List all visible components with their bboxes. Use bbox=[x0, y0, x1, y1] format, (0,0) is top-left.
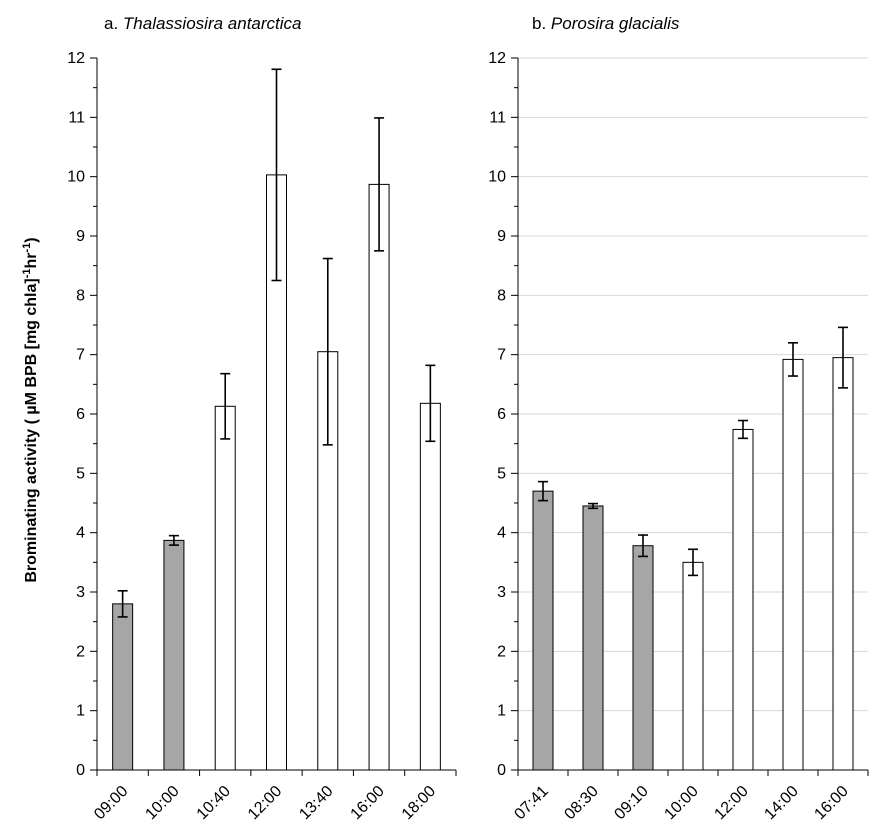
bar-a-2 bbox=[214, 405, 236, 771]
bar-b-1 bbox=[582, 505, 604, 771]
bar-b-5 bbox=[782, 358, 804, 771]
error-bar-a-1 bbox=[168, 534, 179, 546]
error-bar-b-2 bbox=[638, 534, 648, 558]
bar-a-6 bbox=[419, 402, 441, 771]
error-bar-a-5 bbox=[374, 117, 385, 252]
bar-a-1 bbox=[163, 539, 185, 771]
y-tick-label: 8 bbox=[76, 287, 85, 304]
y-tick-label: 1 bbox=[497, 703, 506, 720]
panel-a: a. Thalassiosira antarctica 012345678910… bbox=[67, 14, 457, 823]
y-tick-label: 7 bbox=[497, 347, 506, 364]
bar-b-3 bbox=[682, 561, 704, 771]
y-tick-label: 12 bbox=[67, 50, 85, 67]
y-tick-label: 2 bbox=[76, 643, 85, 660]
y-tick-label: 1 bbox=[76, 703, 85, 720]
y-tick-label: 7 bbox=[76, 347, 85, 364]
x-tick-label: 12:00 bbox=[711, 783, 751, 823]
panel-b-title: b. Porosira glacialis bbox=[532, 14, 680, 33]
x-tick-label: 09:10 bbox=[611, 783, 651, 823]
y-tick-label: 6 bbox=[497, 406, 506, 423]
y-axis-title: Brominating activity ( µM BPB [mg chla]-… bbox=[21, 237, 40, 582]
error-bar-b-0 bbox=[538, 480, 548, 502]
x-tick-label: 10:00 bbox=[142, 783, 182, 823]
y-tick-label: 9 bbox=[76, 228, 85, 245]
y-tick-label: 10 bbox=[67, 169, 85, 186]
y-tick-label: 12 bbox=[488, 50, 506, 67]
error-bar-b-5 bbox=[788, 341, 798, 377]
y-tick-label: 2 bbox=[497, 643, 506, 660]
bar-b-0 bbox=[532, 490, 554, 771]
y-tick-label: 0 bbox=[497, 762, 506, 779]
y-tick-label: 3 bbox=[76, 584, 85, 601]
bar-b-6 bbox=[832, 357, 854, 771]
error-bar-a-0 bbox=[117, 590, 128, 618]
error-bar-b-4 bbox=[738, 419, 748, 440]
x-tick-label: 13:40 bbox=[296, 783, 336, 823]
x-tick-label: 16:00 bbox=[348, 783, 388, 823]
y-tick-label: 4 bbox=[76, 525, 85, 542]
y-tick-label: 5 bbox=[76, 465, 85, 482]
y-tick-label: 5 bbox=[497, 465, 506, 482]
x-tick-label: 18:00 bbox=[399, 783, 439, 823]
x-tick-label: 10:00 bbox=[661, 783, 701, 823]
error-bar-a-2 bbox=[220, 372, 231, 440]
x-tick-label: 12:00 bbox=[245, 783, 285, 823]
x-tick-label: 08:30 bbox=[561, 783, 601, 823]
bar-b-4 bbox=[732, 428, 754, 771]
error-bar-a-6 bbox=[425, 364, 436, 443]
y-tick-label: 3 bbox=[497, 584, 506, 601]
x-tick-label: 16:00 bbox=[811, 783, 851, 823]
error-bar-b-3 bbox=[688, 548, 698, 577]
y-tick-label: 11 bbox=[68, 109, 85, 126]
y-tick-label: 11 bbox=[489, 109, 506, 126]
x-tick-label: 09:00 bbox=[91, 783, 131, 823]
y-tick-label: 8 bbox=[497, 287, 506, 304]
panel-b: b. Porosira glacialis 012345678910111207… bbox=[488, 14, 869, 823]
error-bar-a-3 bbox=[271, 68, 282, 282]
panel-a-title: a. Thalassiosira antarctica bbox=[104, 14, 301, 33]
y-tick-label: 0 bbox=[76, 762, 85, 779]
y-tick-label: 10 bbox=[488, 169, 506, 186]
y-tick-label: 6 bbox=[76, 406, 85, 423]
bar-b-2 bbox=[632, 545, 654, 771]
error-bar-b-6 bbox=[838, 326, 848, 389]
x-tick-label: 10:40 bbox=[194, 783, 234, 823]
bar-a-5 bbox=[368, 183, 390, 771]
x-tick-label: 14:00 bbox=[761, 783, 801, 823]
y-tick-label: 4 bbox=[497, 525, 506, 542]
error-bar-a-4 bbox=[322, 257, 333, 446]
y-tick-label: 9 bbox=[497, 228, 506, 245]
bar-a-0 bbox=[112, 603, 134, 771]
x-tick-label: 07:41 bbox=[511, 783, 551, 823]
error-bar-b-1 bbox=[588, 502, 598, 510]
